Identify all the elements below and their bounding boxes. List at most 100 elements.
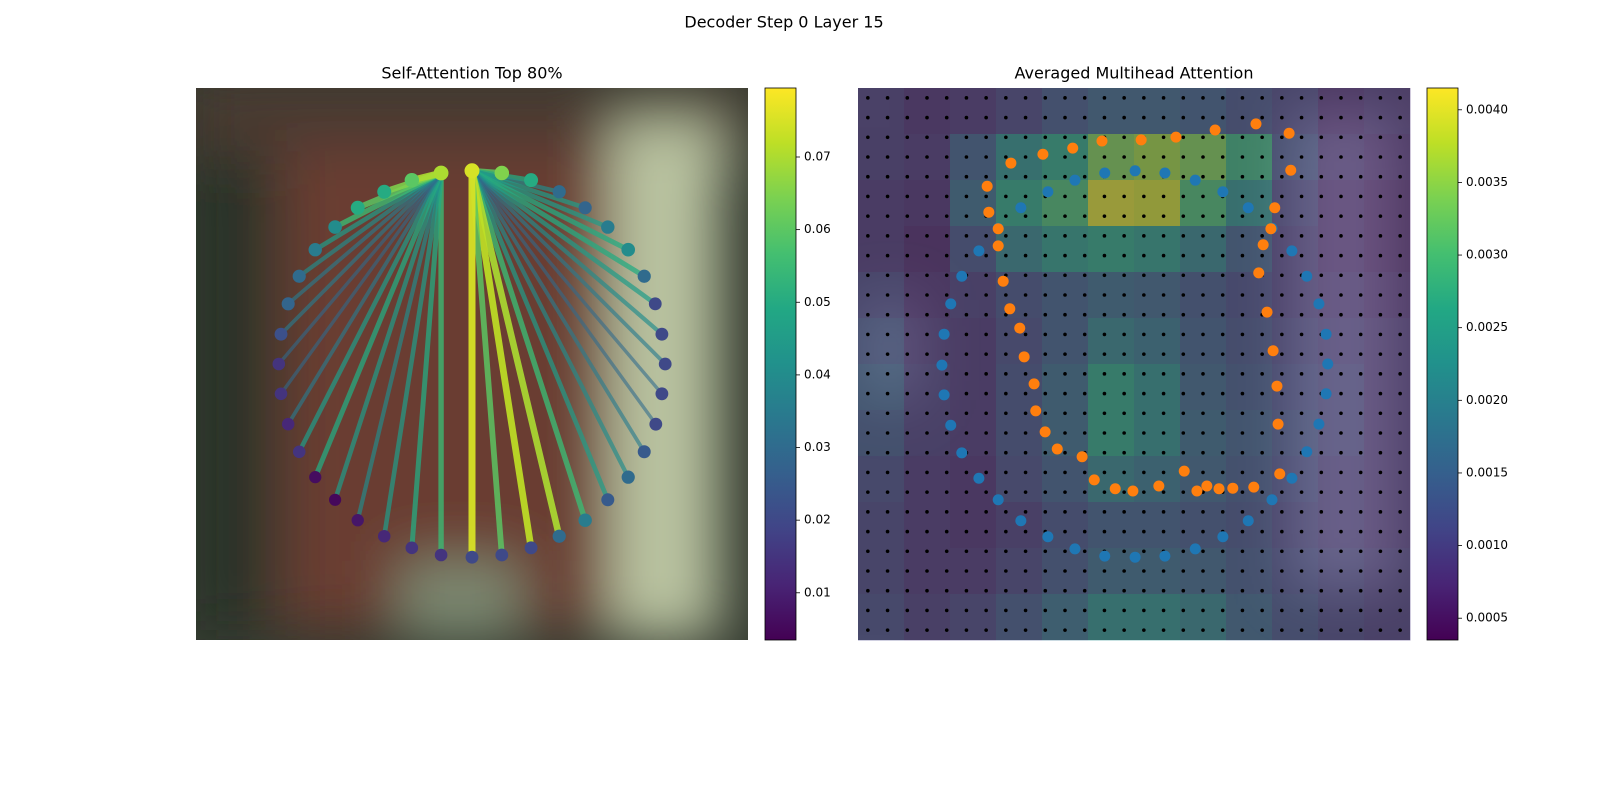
point bbox=[1320, 328, 1332, 340]
grid-dot bbox=[1299, 96, 1304, 100]
heatmap-cell bbox=[996, 456, 1043, 503]
grid-dot bbox=[1161, 312, 1166, 317]
grid-dot bbox=[1378, 431, 1383, 435]
grid-dot bbox=[1260, 608, 1264, 613]
grid-dot bbox=[984, 194, 988, 199]
grid-dot bbox=[1398, 174, 1402, 179]
grid-dot bbox=[1102, 253, 1107, 258]
grid-dot bbox=[866, 214, 870, 218]
grid-dot bbox=[1004, 628, 1008, 632]
grid-dot bbox=[1299, 194, 1304, 199]
heatmap-cell bbox=[1226, 456, 1273, 503]
heatmap-cell bbox=[1134, 318, 1181, 365]
grid-dot bbox=[1299, 214, 1304, 218]
heatmap-cell bbox=[904, 88, 951, 135]
grid-dot bbox=[905, 431, 910, 435]
grid-dot bbox=[1339, 391, 1343, 396]
grid-dot bbox=[1319, 588, 1324, 593]
grid-dot bbox=[984, 490, 988, 494]
grid-dot bbox=[1023, 411, 1028, 416]
grid-dot bbox=[1122, 529, 1126, 534]
grid-dot bbox=[1220, 431, 1225, 435]
grid-dot bbox=[1082, 135, 1087, 140]
heatmap-cell bbox=[950, 88, 997, 135]
grid-dot bbox=[925, 529, 929, 534]
grid-dot bbox=[1023, 450, 1028, 455]
grid-dot bbox=[1358, 332, 1363, 337]
grid-dot bbox=[1220, 253, 1225, 258]
point bbox=[1189, 174, 1201, 186]
point bbox=[1227, 482, 1239, 494]
grid-dot bbox=[1240, 490, 1245, 494]
grid-dot bbox=[964, 155, 969, 159]
point bbox=[1286, 472, 1298, 484]
grid-dot bbox=[1004, 470, 1008, 475]
grid-dot bbox=[1358, 608, 1363, 613]
grid-dot bbox=[1201, 135, 1205, 140]
grid-dot bbox=[1280, 273, 1284, 278]
grid-dot bbox=[885, 510, 890, 514]
point bbox=[1005, 157, 1017, 169]
contour-point bbox=[309, 471, 322, 484]
grid-dot bbox=[1201, 529, 1205, 534]
point bbox=[1051, 443, 1063, 455]
grid-dot bbox=[1220, 470, 1225, 475]
grid-dot bbox=[1280, 549, 1284, 554]
grid-dot bbox=[885, 372, 890, 376]
grid-dot bbox=[1280, 450, 1284, 455]
point bbox=[1129, 551, 1141, 563]
contour-point bbox=[351, 514, 364, 527]
grid-dot bbox=[1240, 510, 1245, 514]
grid-dot bbox=[984, 510, 988, 514]
contour-point bbox=[434, 548, 448, 562]
grid-dot bbox=[1043, 588, 1048, 593]
heatmap-cell bbox=[1272, 318, 1319, 365]
grid-dot bbox=[1201, 194, 1205, 199]
colorbar-tick-label: 0.0020 bbox=[1466, 393, 1508, 407]
attention-edge bbox=[469, 168, 588, 523]
attention-edge bbox=[297, 170, 444, 279]
attention-edge bbox=[332, 170, 444, 503]
grid-dot bbox=[1161, 253, 1166, 258]
grid-dot bbox=[964, 332, 969, 337]
grid-dot bbox=[1299, 588, 1304, 593]
grid-dot bbox=[1378, 253, 1383, 258]
grid-dot bbox=[1398, 411, 1402, 416]
grid-dot bbox=[1023, 490, 1028, 494]
grid-dot bbox=[1043, 115, 1048, 120]
grid-dot bbox=[1240, 115, 1245, 120]
grid-dot bbox=[1299, 391, 1304, 396]
grid-dot bbox=[1398, 293, 1402, 297]
grid-dot bbox=[1102, 529, 1107, 534]
grid-dot bbox=[944, 470, 949, 475]
grid-dot bbox=[984, 588, 988, 593]
grid-dot bbox=[1398, 96, 1402, 100]
grid-dot bbox=[1358, 96, 1363, 100]
grid-dot bbox=[1201, 253, 1205, 258]
heatmap-cell bbox=[1134, 180, 1181, 227]
grid-dot bbox=[1023, 431, 1028, 435]
grid-dot bbox=[1082, 293, 1087, 297]
grid-dot bbox=[1398, 608, 1402, 613]
grid-dot bbox=[1358, 470, 1363, 475]
grid-dot bbox=[1201, 332, 1205, 337]
grid-dot bbox=[1201, 470, 1205, 475]
grid-dot bbox=[1398, 588, 1402, 593]
grid-dot bbox=[1102, 510, 1107, 514]
grid-dot bbox=[1063, 529, 1067, 534]
grid-dot bbox=[1063, 273, 1067, 278]
heatmap-cell bbox=[904, 502, 951, 549]
grid-dot bbox=[1220, 549, 1225, 554]
grid-dot bbox=[1043, 312, 1048, 317]
grid-dot bbox=[1043, 234, 1048, 238]
point bbox=[1109, 483, 1121, 495]
point bbox=[1217, 186, 1229, 198]
grid-dot bbox=[1161, 490, 1166, 494]
grid-dot bbox=[1319, 194, 1324, 199]
colorbar-tick-label: 0.04 bbox=[804, 367, 831, 381]
point bbox=[1189, 543, 1201, 555]
point bbox=[956, 270, 968, 282]
point bbox=[1286, 245, 1298, 257]
grid-dot bbox=[1161, 234, 1166, 238]
grid-dot bbox=[1082, 490, 1087, 494]
